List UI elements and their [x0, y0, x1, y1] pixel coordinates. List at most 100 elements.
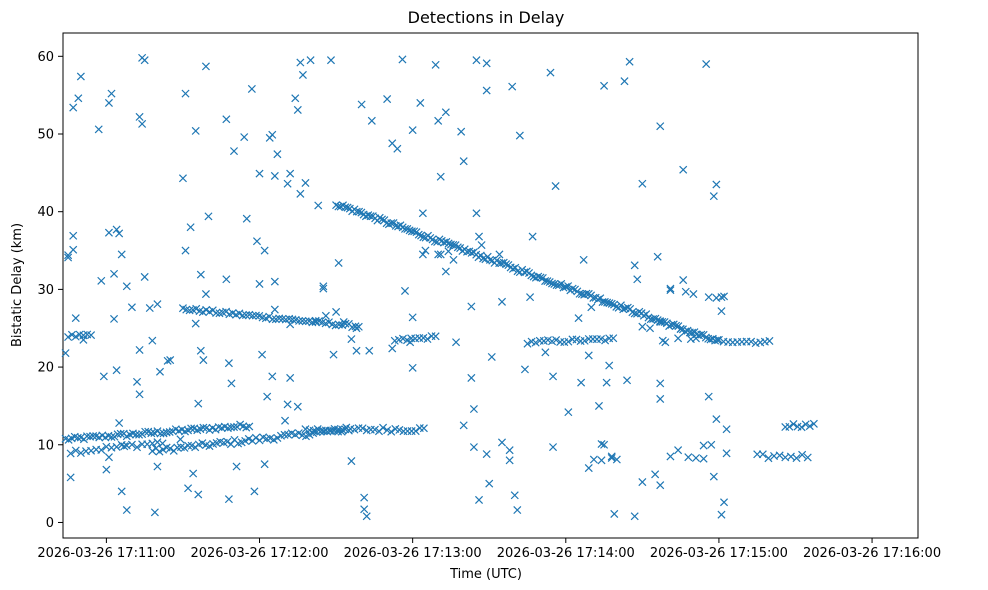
detection-marker [73, 433, 82, 442]
detection-marker [625, 57, 634, 66]
detection-marker [597, 439, 606, 449]
detection-marker [666, 284, 675, 293]
detection-marker [701, 333, 710, 342]
detection-marker [286, 320, 295, 329]
x-tick-label: 2026-03-26 17:14:00 [497, 546, 635, 561]
detection-marker [797, 423, 806, 432]
detection-marker [110, 269, 119, 278]
plot-area [61, 32, 919, 539]
detection-marker [472, 209, 481, 218]
detection-marker [301, 317, 310, 326]
detection-marker [601, 336, 610, 345]
detection-marker [201, 290, 210, 299]
detection-marker [268, 315, 277, 324]
detection-marker [319, 284, 328, 293]
detection-marker [775, 451, 784, 460]
detection-marker [656, 394, 665, 403]
detection-marker [557, 279, 566, 288]
detection-marker [534, 272, 543, 281]
detection-marker [252, 237, 261, 246]
detection-marker [444, 239, 453, 248]
detection-marker [332, 201, 341, 210]
detection-marker [801, 420, 810, 429]
detection-marker [651, 470, 660, 479]
detection-marker [147, 429, 156, 438]
detection-marker [148, 447, 157, 456]
detection-marker [436, 172, 445, 181]
detection-marker [69, 103, 78, 112]
detection-marker [140, 272, 149, 281]
detection-marker [418, 250, 427, 259]
detection-marker [423, 335, 432, 344]
y-tick-label: 50 [37, 128, 54, 143]
detection-marker [107, 432, 116, 441]
detection-marker [398, 55, 407, 64]
detection-marker [603, 298, 612, 307]
detection-marker [418, 209, 427, 218]
y-tick-label: 20 [37, 361, 54, 376]
y-tick-label: 60 [37, 50, 54, 65]
detection-marker [550, 279, 559, 289]
detection-marker [431, 60, 440, 69]
detection-marker [684, 453, 693, 462]
detection-marker [497, 438, 507, 447]
detection-marker [600, 297, 609, 306]
detection-marker [222, 275, 231, 284]
detection-marker [321, 311, 330, 320]
detection-marker [286, 169, 295, 178]
detection-marker [122, 282, 131, 291]
detection-marker [600, 81, 609, 90]
detection-marker [229, 423, 239, 432]
detection-marker [97, 276, 106, 285]
detection-marker [205, 442, 214, 451]
detection-marker [388, 344, 397, 353]
detection-marker [419, 424, 428, 433]
detection-marker [785, 422, 794, 431]
detection-marker [286, 373, 295, 382]
detection-marker [127, 303, 136, 312]
detection-marker [616, 301, 625, 310]
detection-marker [645, 324, 655, 333]
detection-marker [181, 246, 190, 255]
detection-marker [166, 444, 175, 453]
detection-marker [263, 392, 272, 401]
detection-marker [408, 313, 417, 322]
detection-marker [138, 119, 147, 128]
detection-marker [452, 338, 461, 347]
detection-marker [513, 267, 522, 276]
x-tick-label: 2026-03-26 17:16:00 [803, 546, 941, 561]
detection-marker [89, 431, 98, 441]
detection-marker [238, 311, 247, 320]
detection-marker [669, 320, 678, 329]
x-axis: 2026-03-26 17:11:00 2026-03-26 17:12:00 20… [37, 538, 941, 561]
detection-marker [717, 510, 726, 519]
detection-marker [112, 442, 121, 451]
detection-marker [674, 334, 683, 343]
detection-marker [666, 286, 675, 295]
detection-marker [584, 464, 593, 473]
detection-marker [224, 495, 233, 504]
detection-marker [232, 462, 241, 471]
detection-marker [270, 277, 279, 286]
detection-marker [691, 334, 700, 343]
detection-marker [547, 279, 557, 288]
detection-marker [699, 454, 708, 463]
detection-marker [248, 311, 257, 320]
detection-marker [704, 293, 713, 302]
detection-marker [229, 147, 239, 156]
detection-marker [347, 335, 356, 344]
detection-marker [135, 390, 144, 399]
detection-marker [163, 356, 172, 365]
detection-marker [526, 293, 535, 302]
detection-marker [153, 300, 162, 309]
detection-marker [334, 202, 343, 211]
detection-marker [94, 125, 103, 134]
detection-marker [112, 366, 121, 375]
y-axis-title: Bistatic Delay (km) [10, 223, 25, 347]
detection-marker [120, 442, 129, 451]
detection-marker [702, 60, 711, 69]
detection-marker [638, 322, 647, 331]
detection-marker [224, 359, 233, 368]
detection-marker [554, 281, 563, 290]
detection-marker [711, 336, 720, 345]
